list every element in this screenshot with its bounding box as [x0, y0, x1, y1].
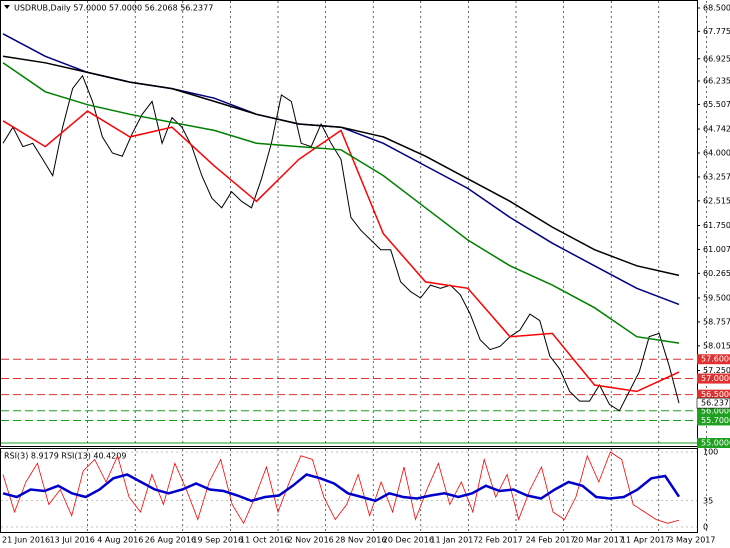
y-tick-label: 58.0150	[703, 341, 730, 350]
x-tick-label: 11 Apr 2017	[621, 536, 670, 545]
level-label-box	[697, 415, 730, 426]
x-tick-label: 20 Dec 2016	[383, 536, 434, 545]
level-label-box	[697, 354, 730, 365]
x-tick-label: 2 Feb 2017	[478, 536, 523, 545]
y-tick-label: 65.5075	[703, 100, 730, 109]
price-line	[2, 110, 680, 393]
last-price-label: 56.2377	[701, 399, 730, 408]
level-label: 57.6000	[701, 355, 730, 364]
y-tick-label: 100	[703, 448, 718, 457]
rsi-title: RSI(3) 8.9179 RSI(13) 40.4209	[4, 452, 126, 461]
y-tick-label: 66.9250	[703, 54, 730, 63]
level-label: 56.0000	[701, 406, 730, 415]
x-tick-label: 11 Jan 2017	[430, 536, 478, 545]
x-tick-label: 21 Jun 2016	[2, 536, 50, 545]
level-label-box	[697, 373, 730, 384]
y-tick-label: 64.0000	[703, 149, 730, 158]
y-tick-label: 60.2650	[703, 269, 730, 278]
price-line	[2, 74, 680, 412]
y-tick-label: 57.2500	[703, 366, 730, 375]
y-tick-label: 68.5000	[703, 4, 730, 13]
y-tick-label: 67.7750	[703, 27, 730, 36]
level-label-box	[697, 438, 730, 448]
y-tick-label: 64.7425	[703, 125, 730, 134]
level-label: 56.5000	[701, 390, 730, 399]
x-tick-label: 11 Oct 2016	[240, 536, 289, 545]
level-label-box	[697, 389, 730, 400]
y-tick-label: 35	[703, 496, 713, 505]
x-tick-label: 4 Aug 2016	[97, 536, 143, 545]
level-label-box	[697, 405, 730, 416]
y-tick-label: 63.2575	[703, 172, 730, 181]
y-tick-label: 61.7500	[703, 221, 730, 230]
last-price-box	[696, 397, 730, 409]
x-tick-label: 13 Jul 2016	[50, 536, 95, 545]
price-line	[2, 55, 680, 277]
main-panel	[0, 0, 698, 447]
x-tick-label: 2 Nov 2016	[288, 536, 334, 545]
level-label: 55.7000	[701, 416, 730, 425]
y-tick-label: 59.5000	[703, 294, 730, 303]
rsi-line	[2, 451, 680, 525]
chart-title: USDRUB,Daily 57.0000 57.0000 56.2068 56.…	[14, 4, 213, 13]
x-tick-label: 20 Mar 2017	[573, 536, 624, 545]
menu-arrow	[4, 5, 10, 9]
x-tick-label: 24 Feb 2017	[526, 536, 576, 545]
y-tick-label: 66.2350	[703, 76, 730, 85]
x-tick-label: 3 May 2017	[668, 536, 715, 545]
x-tick-label: 26 Aug 2016	[145, 536, 196, 545]
x-tick-label: 19 Sep 2016	[192, 536, 243, 545]
y-tick-label: 0	[703, 523, 708, 532]
rsi-panel	[0, 448, 698, 533]
y-tick-label: 62.5150	[703, 196, 730, 205]
x-tick-label: 28 Nov 2016	[335, 536, 386, 545]
level-label: 57.0000	[701, 374, 730, 383]
rsi-line	[2, 473, 681, 503]
price-line	[2, 62, 680, 344]
price-line	[2, 33, 680, 306]
y-tick-label: 61.0075	[703, 245, 730, 254]
level-label: 55.0000	[701, 439, 730, 448]
